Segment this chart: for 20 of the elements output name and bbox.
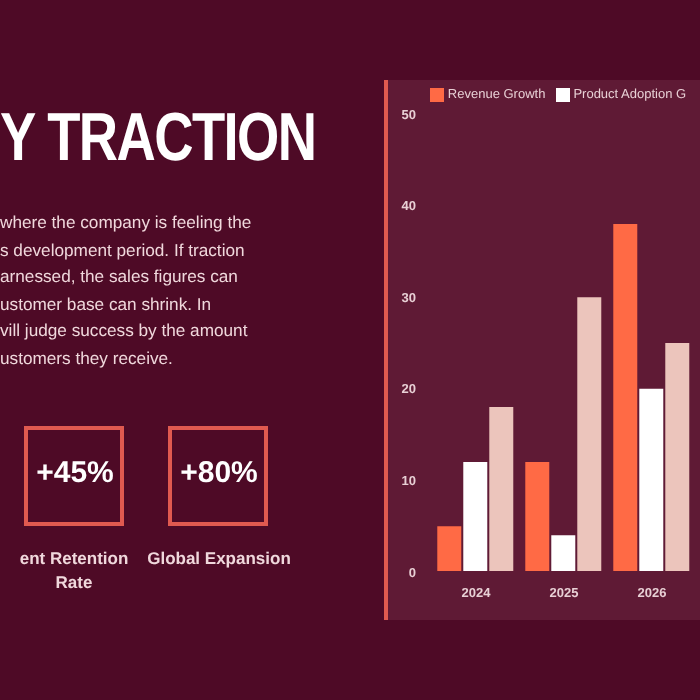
text: arnessed, the sales figures can bbox=[0, 264, 240, 290]
chart-title: Y TRACTION bbox=[0, 100, 316, 178]
text: vill judge success by the amount bbox=[0, 318, 250, 344]
bar bbox=[437, 526, 462, 572]
bar bbox=[489, 407, 514, 572]
bar bbox=[551, 535, 576, 572]
text: +45% bbox=[34, 456, 116, 490]
bar bbox=[463, 462, 488, 572]
text: Global Expansion bbox=[145, 546, 293, 570]
bar bbox=[577, 297, 602, 572]
text: ustomer base can shrink. In bbox=[0, 291, 214, 317]
text: ustomers they receive. bbox=[0, 345, 175, 372]
text: +80% bbox=[178, 456, 260, 490]
bar bbox=[665, 343, 690, 572]
text: ent Retention Rate bbox=[17, 546, 131, 594]
text: where the company is feeling the bbox=[0, 210, 254, 236]
text: s development period. If traction bbox=[0, 237, 247, 264]
bar bbox=[639, 388, 664, 572]
bar bbox=[525, 462, 550, 572]
bar bbox=[613, 223, 638, 572]
